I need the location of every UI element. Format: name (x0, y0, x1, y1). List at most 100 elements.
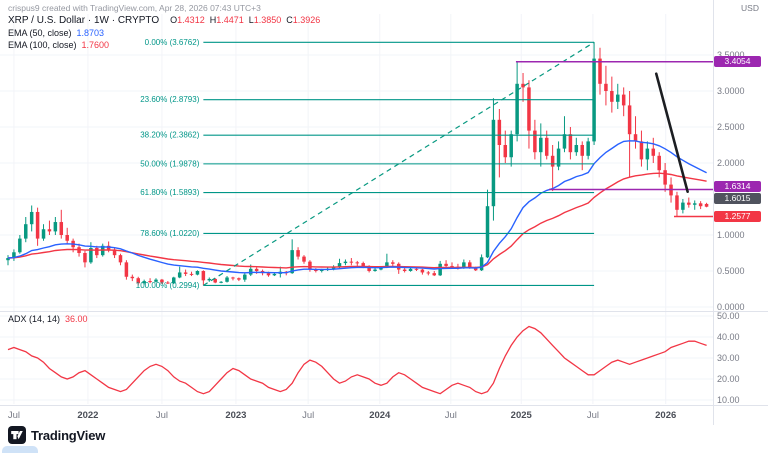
adx-line[interactable] (7, 325, 707, 395)
tradingview-logo-text: TradingView (31, 427, 106, 443)
candle (177, 266, 182, 279)
candle (681, 199, 685, 214)
price-tick: 2.0000 (717, 158, 745, 168)
candle (485, 189, 490, 259)
fib-level-label: 23.60% (2.8793) (140, 95, 199, 104)
ohlc-close-key: C (286, 15, 293, 25)
candle (296, 247, 300, 260)
fib-trend-line[interactable] (203, 41, 595, 286)
price-label: 1.6015 (714, 193, 761, 205)
symbol-legend: XRP / U.S. Dollar · 1W · CRYPTO O1.4312 H1… (8, 15, 320, 26)
price-tick: 2.5000 (717, 122, 745, 132)
candle (426, 271, 431, 276)
fib-level-label: 50.00% (1.9878) (140, 159, 199, 168)
ema-100-line[interactable] (7, 172, 707, 269)
candle (385, 253, 389, 269)
cropped-ui-element (2, 446, 38, 453)
candle (550, 145, 555, 192)
candle (172, 276, 176, 284)
candle (219, 281, 223, 284)
candle (633, 116, 638, 149)
ema50-label: EMA (50, close) (8, 28, 72, 38)
time-tick: 2023 (225, 410, 247, 421)
adx-value: 36.00 (65, 314, 88, 324)
currency-label: USD (741, 3, 759, 13)
candle (195, 270, 200, 276)
candle (675, 191, 679, 217)
candle (396, 262, 401, 274)
candle (95, 245, 99, 259)
pane-separator[interactable] (0, 311, 768, 312)
ohlc-values: O1.4312 H1.4471 L1.3850 C1.3926 (165, 15, 320, 25)
fib-level-label: 38.20% (2.3862) (140, 131, 199, 140)
adx-tick: 50.00 (717, 311, 740, 321)
candle (533, 119, 537, 160)
price-label: 1.6314 (714, 181, 761, 193)
candle (527, 80, 531, 149)
time-tick: Jul (7, 410, 20, 421)
candle (539, 123, 543, 167)
candle (290, 239, 294, 274)
gridlines (0, 14, 713, 404)
candle (509, 130, 513, 167)
candle (562, 116, 567, 153)
candle (586, 137, 590, 160)
candle (142, 279, 146, 285)
candle (302, 255, 306, 264)
candle (651, 137, 656, 163)
adx-tick: 10.00 (717, 395, 740, 405)
ohlc-low-value: 1.3850 (253, 15, 282, 25)
time-tick: Jul (586, 410, 599, 421)
candle (687, 197, 691, 208)
candle (41, 224, 46, 241)
time-tick: Jul (302, 410, 315, 421)
descending-trendline[interactable] (654, 72, 689, 193)
candle (574, 137, 579, 156)
candle (391, 260, 395, 267)
candle (663, 163, 667, 192)
candle (24, 217, 28, 243)
candle (12, 249, 16, 261)
candle (59, 209, 64, 239)
ohlc-open-value: 1.4312 (177, 15, 205, 25)
time-tick: Jul (155, 410, 168, 421)
candle (71, 238, 75, 253)
candle (692, 200, 697, 210)
price-tick: 0.5000 (717, 266, 745, 276)
time-tick: 2025 (510, 410, 532, 421)
price-tick: 0.0000 (717, 302, 745, 312)
attribution-text: crispus9 created with TradingView.com, A… (8, 3, 261, 13)
candle (65, 227, 69, 244)
tradingview-logo-icon (8, 426, 26, 444)
candle (479, 254, 484, 271)
candle (47, 220, 52, 235)
candle (704, 202, 709, 208)
candle (580, 141, 584, 171)
axis-separator[interactable] (713, 0, 714, 425)
candle (166, 281, 170, 284)
time-tick: 2022 (77, 410, 99, 421)
ema-50-line[interactable] (7, 140, 707, 274)
ohlc-high-value: 1.4471 (216, 15, 244, 25)
tradingview-logo[interactable]: TradingView (8, 426, 105, 444)
candle (160, 278, 164, 284)
ema50-value: 1.8703 (76, 28, 105, 38)
price-label: 3.4054 (714, 56, 761, 68)
candle (53, 217, 58, 235)
ohlc-open-key: O (170, 15, 178, 25)
time-tick: 2026 (655, 410, 677, 421)
adx-tick: 40.00 (717, 332, 740, 342)
candle (225, 276, 229, 283)
candle (130, 274, 135, 282)
candle (83, 250, 87, 268)
candle (6, 255, 10, 266)
fib-retracement[interactable]: 0.00% (3.6762) 23.60% (2.8793) 38.20% (2.3… (136, 38, 595, 290)
candle (639, 130, 644, 167)
price-tick: 3.0000 (717, 86, 745, 96)
candle (515, 62, 519, 142)
ema100-label: EMA (100, close) (8, 40, 77, 50)
candle (621, 87, 626, 117)
fib-level-label: 78.60% (1.0220) (140, 229, 199, 238)
